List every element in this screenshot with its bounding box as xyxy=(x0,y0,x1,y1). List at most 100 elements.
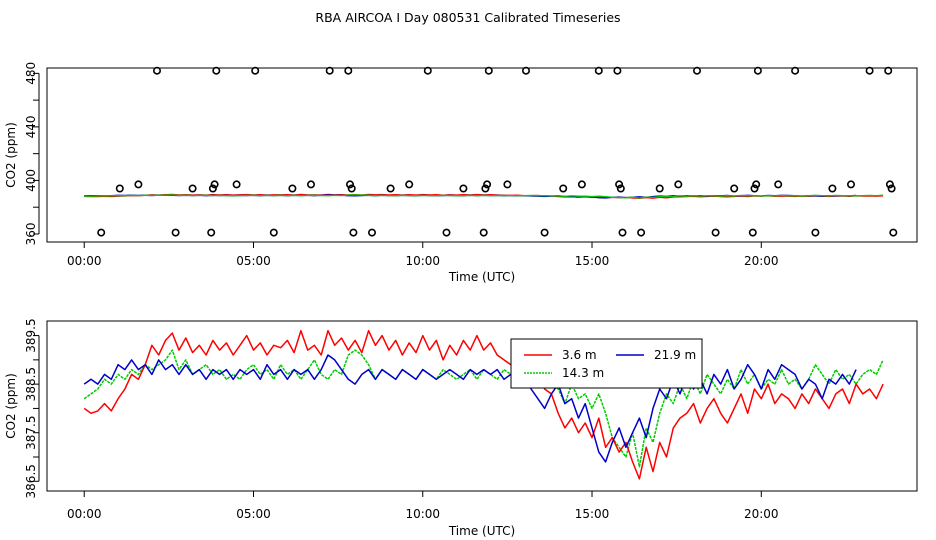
y-tick-label: 440 xyxy=(24,115,38,138)
y-tick-label: 480 xyxy=(24,62,38,85)
flag-point xyxy=(212,66,221,75)
flag-point xyxy=(540,228,549,237)
flag-point xyxy=(405,180,414,189)
flag-point xyxy=(594,66,603,75)
flag-point xyxy=(269,228,278,237)
x-tick-label: 05:00 xyxy=(236,254,271,268)
top-y-axis-label: CO2 (ppm) xyxy=(4,122,18,188)
flag-point xyxy=(344,66,353,75)
flag-point xyxy=(692,66,701,75)
flag-point xyxy=(367,228,376,237)
chart-title: RBA AIRCOA I Day 080531 Calibrated Times… xyxy=(315,10,620,25)
flag-point xyxy=(325,66,334,75)
flag-point xyxy=(730,184,739,193)
flag-point xyxy=(208,184,217,193)
legend-label-3-6m: 3.6 m xyxy=(562,348,597,362)
flag-point xyxy=(188,184,197,193)
flag-point xyxy=(115,184,124,193)
x-tick-label: 05:00 xyxy=(236,507,271,521)
flag-point xyxy=(423,66,432,75)
bottom-x-axis-label: Time (UTC) xyxy=(448,524,515,538)
top-plot-box xyxy=(46,67,918,243)
flag-point xyxy=(791,66,800,75)
flag-point xyxy=(750,184,759,193)
bottom-y-axis-label: CO2 (ppm) xyxy=(4,373,18,439)
flag-point xyxy=(347,184,356,193)
flag-point xyxy=(442,228,451,237)
flag-point xyxy=(345,180,354,189)
flag-point xyxy=(481,184,490,193)
top-series-14-3m xyxy=(84,194,884,199)
flag-point xyxy=(752,180,761,189)
flag-point xyxy=(618,228,627,237)
flag-point xyxy=(483,180,492,189)
legend-box xyxy=(510,338,703,389)
bottom-y-ticks: 386.5 387.5 388.5 389.5 xyxy=(24,318,40,498)
x-tick-label: 15:00 xyxy=(575,254,610,268)
flag-point xyxy=(865,66,874,75)
flag-point xyxy=(887,184,896,193)
flag-point xyxy=(306,180,315,189)
flag-point xyxy=(349,228,358,237)
x-tick-label: 20:00 xyxy=(744,254,779,268)
flag-point xyxy=(774,180,783,189)
flag-point xyxy=(637,228,646,237)
y-tick-label: 389.5 xyxy=(24,318,38,352)
x-tick-label: 15:00 xyxy=(575,507,610,521)
flag-point xyxy=(207,228,216,237)
top-y-ticks: 360 400 440 480 xyxy=(24,62,40,246)
flag-point xyxy=(459,184,468,193)
flag-point xyxy=(232,180,241,189)
top-x-axis-label: Time (UTC) xyxy=(448,270,515,284)
bottom-x-ticks: 00:00 05:00 10:00 15:00 20:00 xyxy=(67,491,779,521)
y-tick-label: 388.5 xyxy=(24,367,38,401)
bottom-series xyxy=(83,329,884,480)
flag-point xyxy=(288,184,297,193)
legend-label-21-9m: 21.9 m xyxy=(654,348,696,362)
flag-point xyxy=(753,66,762,75)
flag-point xyxy=(885,180,894,189)
top-x-ticks: 00:00 05:00 10:00 15:00 20:00 xyxy=(67,242,779,268)
flag-point xyxy=(613,66,622,75)
flag-point xyxy=(577,180,586,189)
y-tick-label: 387.5 xyxy=(24,416,38,450)
flag-point xyxy=(521,66,530,75)
top-series xyxy=(84,193,884,200)
flag-point xyxy=(748,228,757,237)
flag-point xyxy=(889,228,898,237)
flag-point xyxy=(655,184,664,193)
flag-point xyxy=(615,180,624,189)
x-tick-label: 00:00 xyxy=(67,254,102,268)
x-tick-label: 00:00 xyxy=(67,507,102,521)
flag-point xyxy=(674,180,683,189)
series-line-14-3m xyxy=(83,349,884,468)
x-tick-label: 10:00 xyxy=(405,254,440,268)
flag-point xyxy=(153,66,162,75)
flag-point xyxy=(711,228,720,237)
y-tick-label: 360 xyxy=(24,223,38,246)
flag-point xyxy=(386,184,395,193)
flag-point xyxy=(503,180,512,189)
flag-point xyxy=(479,228,488,237)
top-flag-points xyxy=(97,66,898,237)
flag-point xyxy=(97,228,106,237)
y-tick-label: 400 xyxy=(24,169,38,192)
series-line-21-9m xyxy=(83,354,857,463)
legend-label-14-3m: 14.3 m xyxy=(562,366,604,380)
series-line-3-6m xyxy=(83,329,884,480)
bottom-plot-box xyxy=(46,320,918,492)
y-tick-label: 386.5 xyxy=(24,464,38,498)
flag-point xyxy=(884,66,893,75)
legend: 3.6 m 21.9 m 14.3 m xyxy=(510,338,703,389)
panel-top: Time (UTC) CO2 (ppm) 00:00 05:00 10:00 15:0… xyxy=(4,62,918,284)
flag-point xyxy=(559,184,568,193)
flag-point xyxy=(616,184,625,193)
flag-point xyxy=(134,180,143,189)
flag-point xyxy=(484,66,493,75)
flag-point xyxy=(846,180,855,189)
flag-point xyxy=(210,180,219,189)
flag-point xyxy=(828,184,837,193)
flag-point xyxy=(251,66,260,75)
x-tick-label: 10:00 xyxy=(405,507,440,521)
